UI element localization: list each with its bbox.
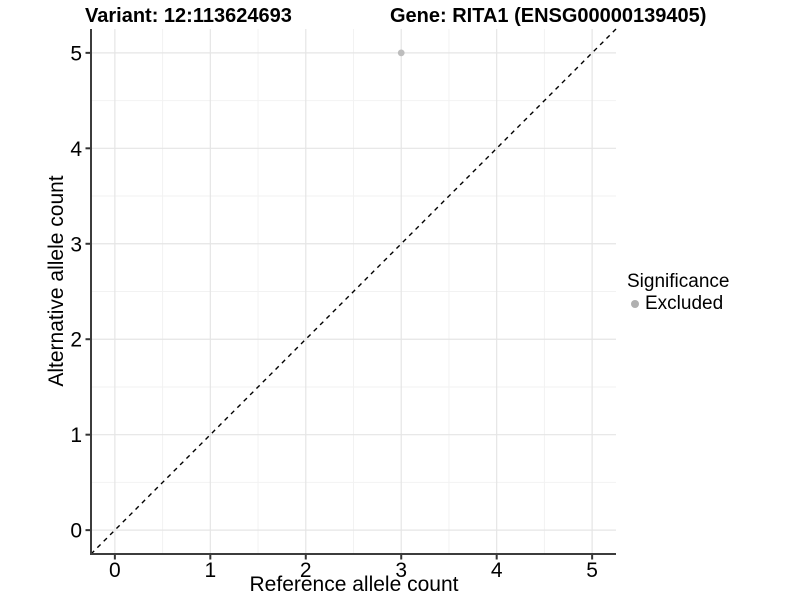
legend-marker-circle-icon: [631, 300, 639, 308]
x-tick-label: 5: [586, 559, 598, 582]
gene-title: Gene: RITA1 (ENSG00000139405): [390, 5, 707, 27]
y-tick-label: 2: [70, 329, 82, 352]
x-tick-label: 3: [395, 559, 407, 582]
y-tick-label: 3: [70, 233, 82, 256]
legend-item: Excluded: [627, 294, 729, 314]
y-tick-label: 1: [70, 424, 82, 447]
identity-line: [90, 28, 617, 555]
legend-item-label: Excluded: [645, 293, 724, 314]
x-tick-label: 0: [109, 559, 121, 582]
y-tick-label: 0: [70, 520, 82, 543]
legend-title: Significance: [627, 271, 730, 292]
x-tick-label: 2: [300, 559, 312, 582]
data-point: [397, 49, 405, 57]
legend-items: Excluded: [627, 294, 729, 314]
legend: Significance Excluded: [627, 272, 729, 314]
x-tick-label: 1: [204, 559, 216, 582]
x-tick-label: 4: [491, 559, 503, 582]
y-tick-label: 5: [70, 42, 82, 65]
y-tick-label: 4: [70, 138, 82, 161]
variant-title: Variant: 12:113624693: [85, 5, 292, 27]
x-axis-title: Reference allele count: [249, 573, 459, 596]
